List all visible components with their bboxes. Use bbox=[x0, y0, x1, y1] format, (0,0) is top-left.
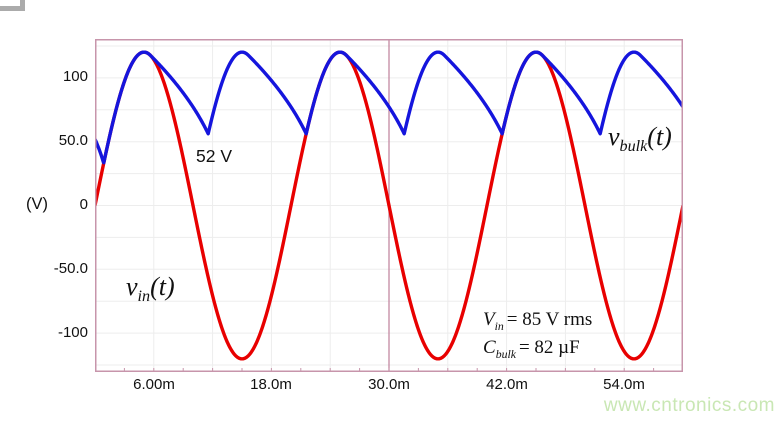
vbulk-symbol: v bbox=[608, 122, 620, 151]
y-tick-label: 0 bbox=[79, 196, 88, 213]
window-corner-mark bbox=[0, 6, 25, 11]
vin-subscript: in bbox=[137, 288, 151, 306]
x-tick-label: 18.0m bbox=[250, 376, 292, 393]
eq-vin-symbol: V bbox=[483, 309, 495, 330]
x-tick-label: 54.0m bbox=[603, 376, 645, 393]
eq-cbulk-symbol: C bbox=[483, 337, 496, 358]
x-tick-label: 6.00m bbox=[133, 376, 175, 393]
plot-area bbox=[95, 39, 683, 372]
vin-rms-equation: Vin = 85 V rms bbox=[483, 306, 592, 334]
y-tick-label: 100 bbox=[62, 68, 88, 85]
x-tick-label: 30.0m bbox=[368, 376, 410, 393]
y-tick-label: 50.0 bbox=[58, 132, 88, 149]
vbulk-waveform bbox=[95, 50, 683, 165]
watermark: www.cntronics.com bbox=[603, 395, 775, 416]
eq-vin-value: = 85 V rms bbox=[506, 309, 593, 330]
eq-vin-subscript: in bbox=[494, 319, 504, 333]
vbulk-curve-label: vbulk(t) bbox=[608, 122, 672, 156]
eq-cbulk-subscript: bulk bbox=[495, 347, 516, 361]
vbulk-argument: (t) bbox=[647, 122, 672, 151]
waveform-plot bbox=[95, 39, 683, 372]
plot-frame bbox=[95, 39, 683, 372]
y-tick-label: -100 bbox=[57, 324, 88, 341]
min-voltage-annotation: 52 V bbox=[196, 146, 232, 166]
vin-argument: (t) bbox=[150, 272, 175, 301]
cbulk-equation: Cbulk = 82 µF bbox=[483, 334, 592, 362]
x-tick-label: 42.0m bbox=[486, 376, 528, 393]
vbulk-subscript: bulk bbox=[619, 138, 648, 156]
vin-symbol: v bbox=[126, 272, 138, 301]
y-axis-unit-label: (V) bbox=[26, 195, 48, 213]
parameters-annotation: Vin = 85 V rms Cbulk = 82 µF bbox=[483, 306, 592, 362]
vin-curve-label: vin(t) bbox=[126, 272, 175, 306]
y-tick-label: -50.0 bbox=[53, 260, 88, 277]
window-corner-mark-vertical bbox=[20, 0, 25, 11]
vin-waveform bbox=[95, 50, 683, 361]
eq-cbulk-value: = 82 µF bbox=[518, 337, 580, 358]
